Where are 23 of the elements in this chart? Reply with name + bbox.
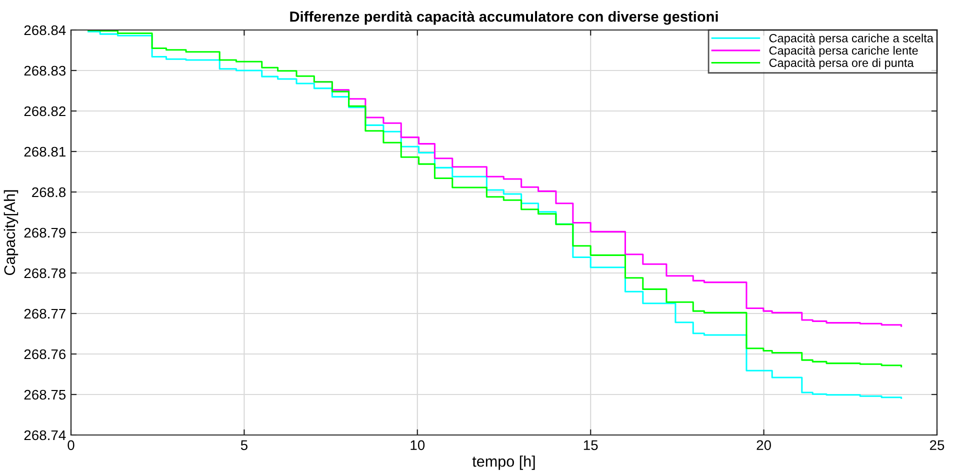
x-tick-label: 5: [240, 440, 248, 450]
y-tick-label: 268.77: [24, 308, 66, 319]
x-tick-label: 20: [756, 440, 771, 450]
y-tick-label: 268.75: [24, 390, 66, 400]
legend-label: Capacità persa ore di punta: [769, 58, 914, 70]
y-tick-label: 268.83: [24, 66, 66, 76]
y-tick-label: 268.8: [32, 187, 66, 198]
x-tick-label: 10: [410, 440, 425, 450]
y-tick-label: 268.82: [24, 106, 66, 116]
text: Capacità persa cariche a scelta: [769, 34, 934, 45]
y-tick-label: 268.78: [24, 268, 66, 278]
y-tick-label: 268.84: [24, 25, 66, 36]
x-tick-label: 15: [584, 440, 598, 450]
x-tick-label: 25: [930, 440, 944, 450]
legend-label: Capacità persa cariche lente: [769, 46, 918, 58]
y-tick-label: 268.74: [24, 430, 66, 440]
x-axis-title: tempo [h]: [472, 456, 535, 470]
chart-title: Differenze perdità capacità accumulatore con diverse gestioni: [290, 10, 718, 25]
y-axis-title: Capacity[Ah]: [4, 190, 18, 276]
y-tick-label: 268.81: [24, 146, 66, 157]
x-tick-label: 0: [68, 440, 74, 450]
y-tick-label: 268.79: [24, 228, 66, 238]
y-tick-label: 268.76: [24, 349, 66, 360]
